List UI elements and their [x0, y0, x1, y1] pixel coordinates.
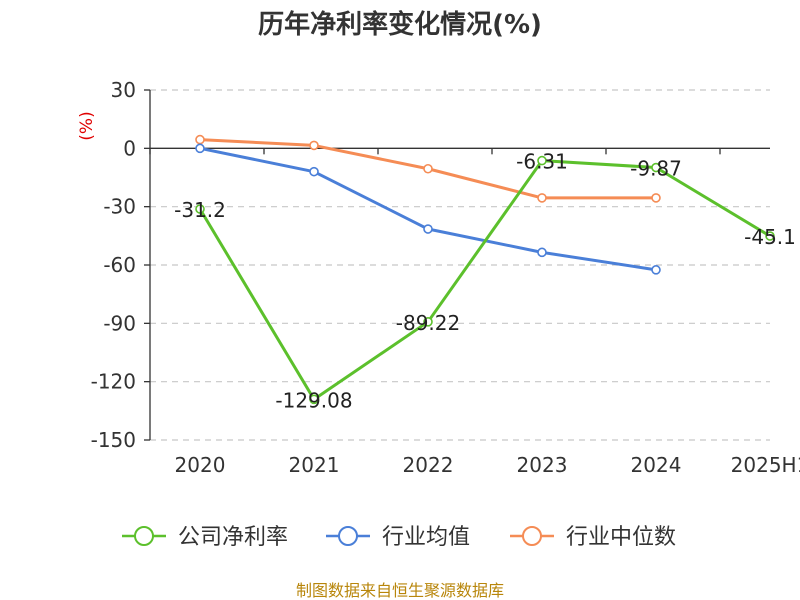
axes: 30 0 -30 -60 -90 -120 -150 2020 2021 2022 2023 2024… [91, 78, 800, 477]
legend-item[interactable]: 公司净利率 [122, 525, 288, 550]
legend[interactable]: 公司净利率 行业均值 行业中位数 [122, 525, 676, 550]
gridlines [150, 89, 770, 441]
legend-label: 公司净利率 [178, 525, 288, 550]
data-point [537, 247, 547, 258]
legend-label: 行业均值 [382, 525, 470, 550]
series-line [198, 159, 771, 401]
data-point [537, 193, 547, 203]
data-label: -9.87 [630, 157, 682, 181]
data-point [195, 204, 205, 214]
y-tick-label: -150 [91, 428, 136, 452]
data-label: -6.31 [516, 150, 568, 174]
x-tick-label: 2022 [403, 453, 454, 477]
x-tick-label: 2024 [631, 453, 682, 477]
data-point [651, 193, 661, 203]
data-point [195, 143, 205, 154]
x-tick-label: 2020 [175, 453, 226, 477]
legend-item[interactable]: 行业均值 [326, 525, 470, 550]
y-tick-label: -60 [103, 253, 136, 277]
series-lines [195, 134, 775, 405]
x-tick-label: 2025H1 [731, 453, 800, 477]
data-label: -45.1 [744, 225, 796, 249]
data-point [423, 163, 433, 174]
data-point [537, 155, 547, 166]
source-note: 制图数据来自恒生聚源数据库 [296, 581, 504, 600]
legend-marker-icon [338, 526, 358, 546]
data-label: -89.22 [396, 311, 460, 335]
data-point [651, 265, 661, 275]
legend-label: 行业中位数 [566, 525, 676, 550]
data-point [309, 166, 319, 177]
data-point [195, 134, 205, 145]
legend-marker-icon [134, 526, 154, 546]
y-tick-label: 30 [111, 78, 136, 102]
data-point [765, 231, 775, 241]
y-tick-label: -30 [103, 195, 136, 219]
data-label: -31.2 [174, 198, 226, 222]
y-tick-label: 0 [123, 136, 136, 160]
data-label: -129.08 [275, 388, 352, 412]
legend-item[interactable]: 行业中位数 [510, 525, 676, 550]
data-point [423, 224, 433, 234]
data-point [651, 162, 661, 173]
data-point [423, 317, 433, 327]
chart-title: 历年净利率变化情况(%) [258, 9, 542, 40]
legend-marker-icon [522, 526, 542, 546]
y-tick-label: -120 [91, 370, 136, 394]
x-tick-label: 2021 [289, 453, 340, 477]
data-point [309, 394, 319, 405]
y-tick-label: -90 [103, 311, 136, 335]
data-labels: -31.2 -129.08 -89.22 -6.31 -9.87 -45.1 [174, 150, 796, 413]
x-tick-label: 2023 [517, 453, 568, 477]
data-point [309, 140, 319, 151]
y-axis-unit-label: (%) [77, 111, 97, 140]
